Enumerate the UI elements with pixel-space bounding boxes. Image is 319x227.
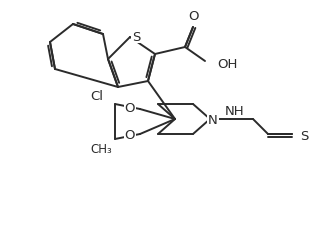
Text: O: O (124, 129, 135, 142)
Text: CH₃: CH₃ (90, 143, 112, 156)
Text: N: N (208, 114, 218, 127)
Text: O: O (188, 10, 198, 23)
Text: O: O (124, 102, 135, 115)
Text: OH: OH (217, 57, 237, 70)
Text: S: S (300, 130, 308, 143)
Text: NH: NH (225, 105, 245, 118)
Text: S: S (132, 30, 140, 43)
Text: Cl: Cl (91, 90, 103, 103)
